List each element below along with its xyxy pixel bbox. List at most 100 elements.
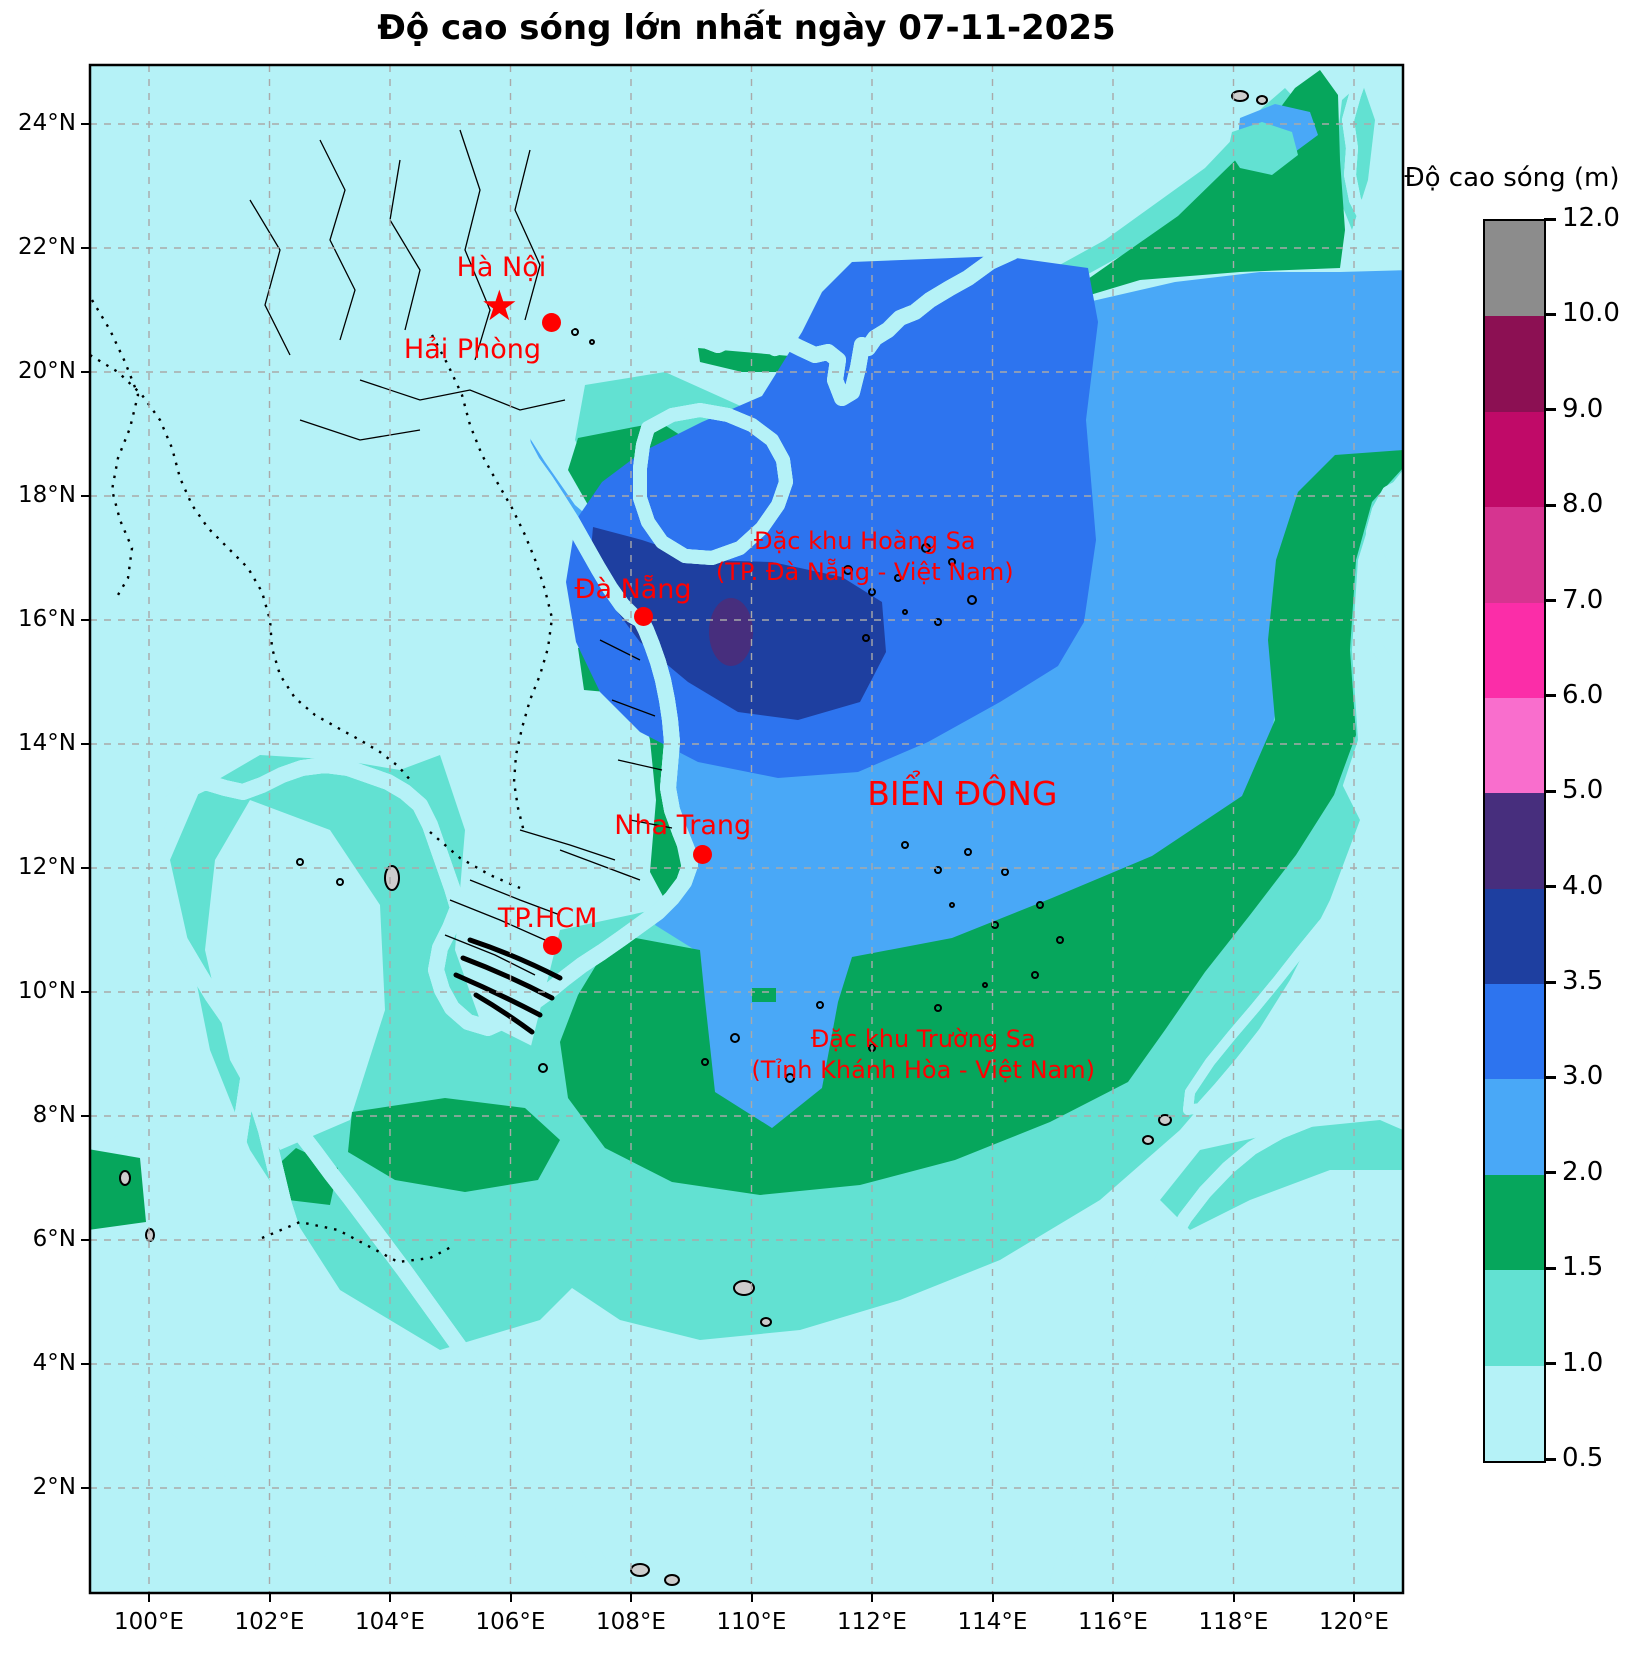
colorbar-segment [1485,1365,1544,1461]
colorbar-segment [1485,507,1544,603]
x-axis-tick-label: 120°E [1319,1609,1389,1635]
gridlines [90,65,1403,1593]
colorbar-segment [1485,1079,1544,1175]
map-frame [88,63,1405,1595]
sea-annotation: Đặc khu Trường Sa [810,1024,1036,1053]
colorbar-tick-label: 2.0 [1562,1156,1604,1187]
x-axis-tick-label: 100°E [114,1609,184,1635]
y-axis-tick-label: 8°N [32,1102,76,1128]
colorbar-tick-label: 4.0 [1562,870,1604,901]
colorbar-segment [1485,1174,1544,1271]
colorbar-tick-label: 7.0 [1562,584,1604,615]
x-axis-tick-label: 102°E [234,1609,305,1635]
colorbar-tick [1544,1266,1556,1270]
y-axis-tick-label: 18°N [18,482,76,508]
x-axis-tick [268,1593,271,1602]
page-title: Độ cao sóng lớn nhất ngày 07-11-2025 [377,8,1116,48]
y-axis-tick [81,743,90,745]
x-axis-tick [148,1593,150,1602]
colorbar-tick [1544,980,1556,984]
colorbar-tick-label: 3.5 [1562,966,1604,997]
y-axis-tick [81,867,90,869]
colorbar-segment [1485,1270,1544,1366]
colorbar-segment [1485,602,1544,698]
y-axis-tick-label: 10°N [18,978,76,1004]
colorbar-tick-label: 1.5 [1562,1252,1604,1283]
city-label: Hà Nội [456,252,547,284]
colorbar-tick [1544,312,1556,316]
colorbar-tick [1544,1171,1556,1175]
y-axis-tick [81,495,90,497]
islets [296,328,1064,1083]
country-borders [90,299,554,1264]
mekong-channels [453,937,563,1035]
colorbar-tick [1544,217,1556,221]
x-axis-tick [509,1593,512,1602]
colorbar-segment [1485,888,1544,985]
y-axis-tick [81,1363,90,1365]
x-axis-tick-label: 108°E [596,1609,666,1635]
colorbar-tick [1544,599,1556,603]
city-star-marker: ★ [480,281,519,331]
province-borders [249,129,673,976]
colorbar-title: Độ cao sóng (m) [1404,163,1620,193]
colorbar-tick [1544,1362,1556,1366]
sea-annotation: Đặc khu Hoàng Sa [754,526,976,555]
sea-1.0-1.5-lens [1228,122,1298,175]
city-dot-marker [543,936,563,955]
y-axis-tick [81,1239,90,1241]
y-axis-tick-label: 16°N [18,606,76,632]
colorbar-tick [1544,503,1556,507]
x-axis-tick-label: 104°E [355,1609,425,1635]
colorbar-tick-label: 10.0 [1562,298,1620,329]
y-axis-tick [81,247,90,249]
y-axis-tick [81,371,90,373]
sea-4.0-5.0 [709,598,753,666]
x-axis-tick [750,1593,753,1602]
y-axis-tick-label: 14°N [18,730,76,756]
x-axis-tick [1112,1593,1114,1602]
y-axis-tick-label: 24°N [18,110,76,136]
y-axis-tick-label: 12°N [18,854,76,880]
sea-annotation: (TP. Đà Nẵng - Việt Nam) [715,558,1014,586]
city-dot-marker [541,312,561,332]
colorbar-tick-label: 12.0 [1562,203,1620,233]
y-axis-tick-label: 20°N [18,358,76,384]
y-axis-tick [81,123,90,125]
colorbar-tick-label: 8.0 [1562,489,1604,520]
colorbar-segment [1485,984,1544,1080]
colorbar-segment [1485,221,1544,317]
y-axis-tick [81,1115,90,1117]
city-label: Hải Phòng [403,334,542,366]
y-axis-tick-label: 22°N [18,234,76,260]
colorbar-segment [1485,793,1544,889]
city-dot-marker [633,607,653,627]
colorbar-tick [1544,1075,1556,1079]
x-axis-tick [991,1593,994,1602]
x-axis-tick-label: 116°E [1078,1609,1148,1635]
colorbar-tick-label: 0.5 [1562,1443,1604,1473]
colorbar-tick-label: 5.0 [1562,775,1604,806]
x-axis-tick-label: 112°E [837,1609,907,1635]
x-axis-tick-label: 118°E [1198,1609,1269,1635]
colorbar-segment [1485,411,1544,508]
y-axis-tick [81,991,90,993]
x-axis-tick [1232,1593,1235,1602]
colorbar-tick-label: 6.0 [1562,679,1604,710]
colorbar [1483,219,1546,1463]
colorbar-tick-label: 9.0 [1562,393,1604,424]
y-axis-tick-label: 4°N [32,1350,76,1376]
x-axis-tick [630,1593,632,1602]
colorbar-tick [1544,885,1556,889]
x-axis-tick-label: 106°E [475,1609,546,1635]
colorbar-tick-label: 3.0 [1562,1061,1604,1092]
city-label: Đà Nẵng [574,573,692,605]
y-axis-tick-label: 6°N [32,1226,76,1252]
x-axis-tick-label: 110°E [716,1609,787,1635]
colorbar-segment [1485,697,1544,794]
city-label: Nha Trang [614,810,752,842]
sea-annotation: (Tỉnh Khánh Hòa - Việt Nam) [751,1055,1095,1084]
